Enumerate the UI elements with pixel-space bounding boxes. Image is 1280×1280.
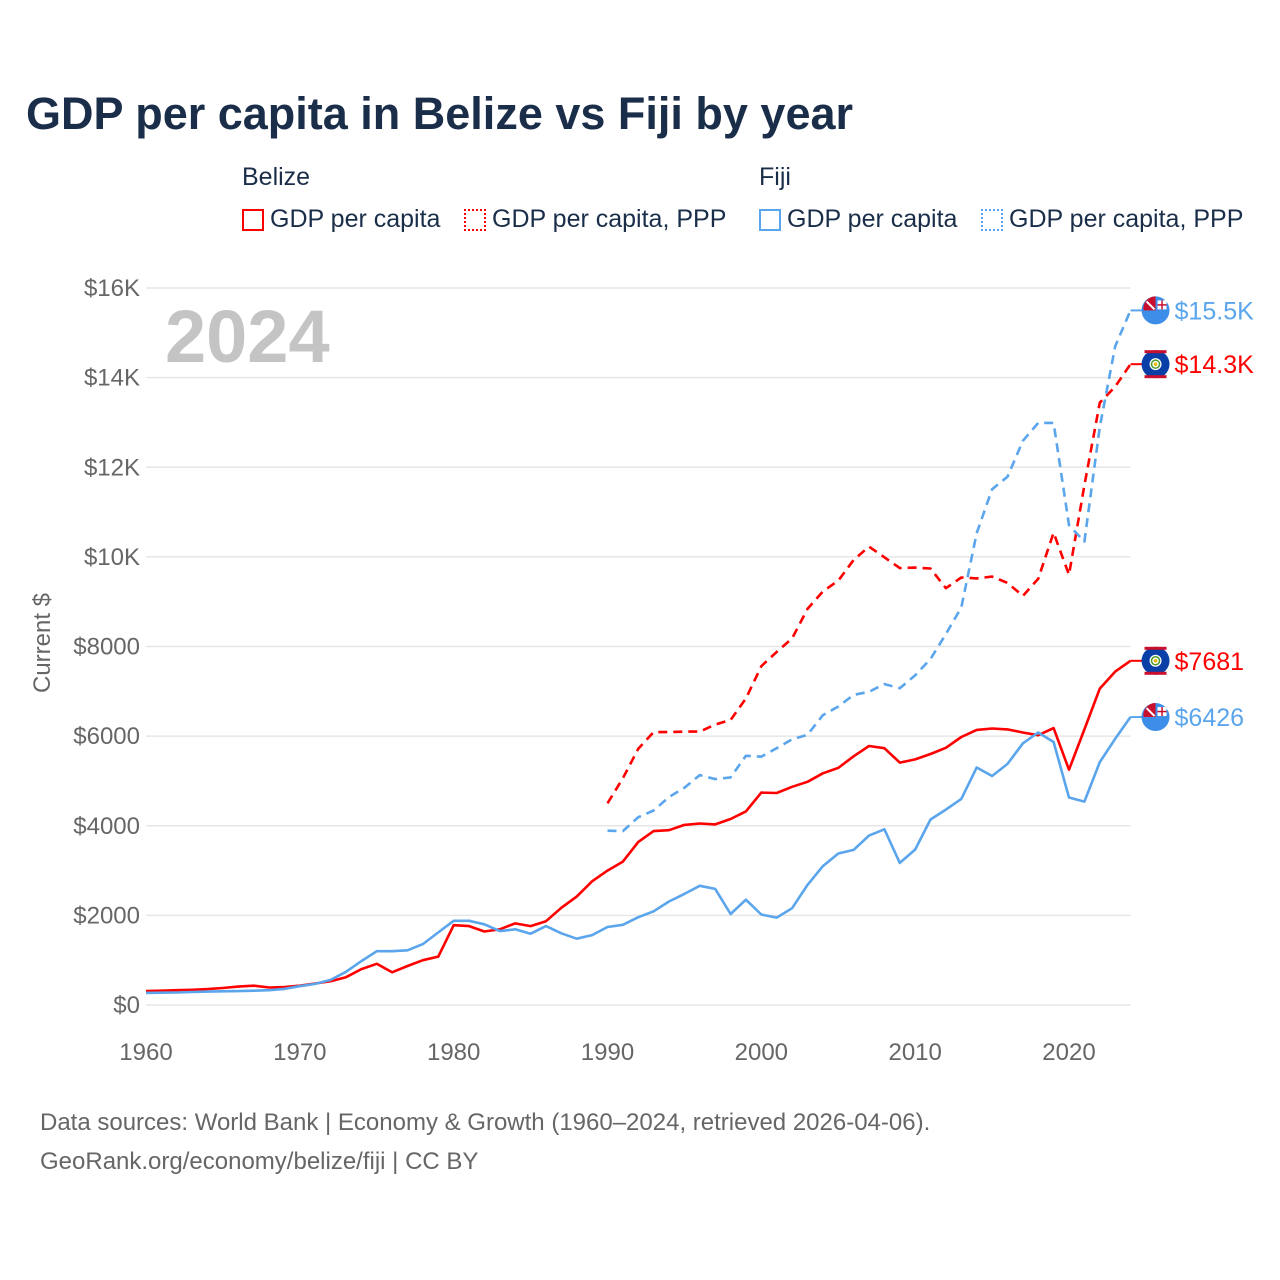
x-tick-label: 1970 xyxy=(273,1039,326,1066)
legend-label: GDP per capita xyxy=(270,205,441,233)
fiji-flag-icon xyxy=(1141,296,1170,325)
y-tick-label: $10K xyxy=(84,544,140,571)
legend-label: GDP per capita xyxy=(787,205,958,233)
y-tick-label: $4000 xyxy=(73,813,140,840)
x-tick-label: 1990 xyxy=(581,1039,634,1066)
series-line-2[interactable] xyxy=(145,716,1132,995)
x-tick-label: 2010 xyxy=(888,1039,941,1066)
x-tick-label: 2020 xyxy=(1042,1039,1095,1066)
end-value-label: $7681 xyxy=(1175,648,1245,676)
legend-country-belize: Belize xyxy=(242,163,311,191)
legend-swatch-solid xyxy=(759,208,781,231)
y-tick-label: $14K xyxy=(84,365,140,392)
legend-belize-gdp[interactable]: GDP per capita xyxy=(242,205,440,234)
legend-swatch-dotted xyxy=(981,208,1003,231)
y-tick-label: $0 xyxy=(113,992,140,1019)
y-tick-label: $12K xyxy=(84,454,140,481)
y-tick-label: $2000 xyxy=(73,902,140,929)
x-tick-label: 2000 xyxy=(735,1039,788,1066)
footer-attribution: GeoRank.org/economy/belize/fiji | CC BY xyxy=(40,1148,479,1175)
end-value-label: $6426 xyxy=(1175,704,1245,732)
legend-country-fiji: Fiji xyxy=(759,163,791,191)
legend-fiji-gdp[interactable]: GDP per capita xyxy=(759,205,957,234)
y-axis-label: Current $ xyxy=(29,593,56,693)
y-tick-label: $8000 xyxy=(73,634,140,661)
legend-swatch-dotted xyxy=(464,208,486,231)
belize-flag-icon xyxy=(1141,350,1170,379)
footer-sources: Data sources: World Bank | Economy & Gro… xyxy=(40,1109,931,1136)
x-tick-label: 1960 xyxy=(119,1039,172,1066)
legend-belize-ppp[interactable]: GDP per capita, PPP xyxy=(464,205,726,234)
legend-swatch-solid xyxy=(242,208,264,231)
legend-label: GDP per capita, PPP xyxy=(1009,205,1244,233)
legend-fiji-ppp[interactable]: GDP per capita, PPP xyxy=(981,205,1243,234)
y-tick-label: $16K xyxy=(84,275,140,302)
belize-flag-icon xyxy=(1141,646,1170,675)
end-value-label: $15.5K xyxy=(1175,297,1255,325)
page-title: GDP per capita in Belize vs Fiji by year xyxy=(26,88,854,139)
series-line-1[interactable] xyxy=(606,363,1132,804)
fiji-flag-icon xyxy=(1141,703,1170,732)
x-tick-label: 1980 xyxy=(427,1039,480,1066)
end-value-label: $14.3K xyxy=(1175,351,1255,379)
y-tick-label: $6000 xyxy=(73,723,140,750)
year-watermark: 2024 xyxy=(165,295,330,378)
series-line-3[interactable] xyxy=(607,309,1132,833)
legend-label: GDP per capita, PPP xyxy=(492,205,727,233)
